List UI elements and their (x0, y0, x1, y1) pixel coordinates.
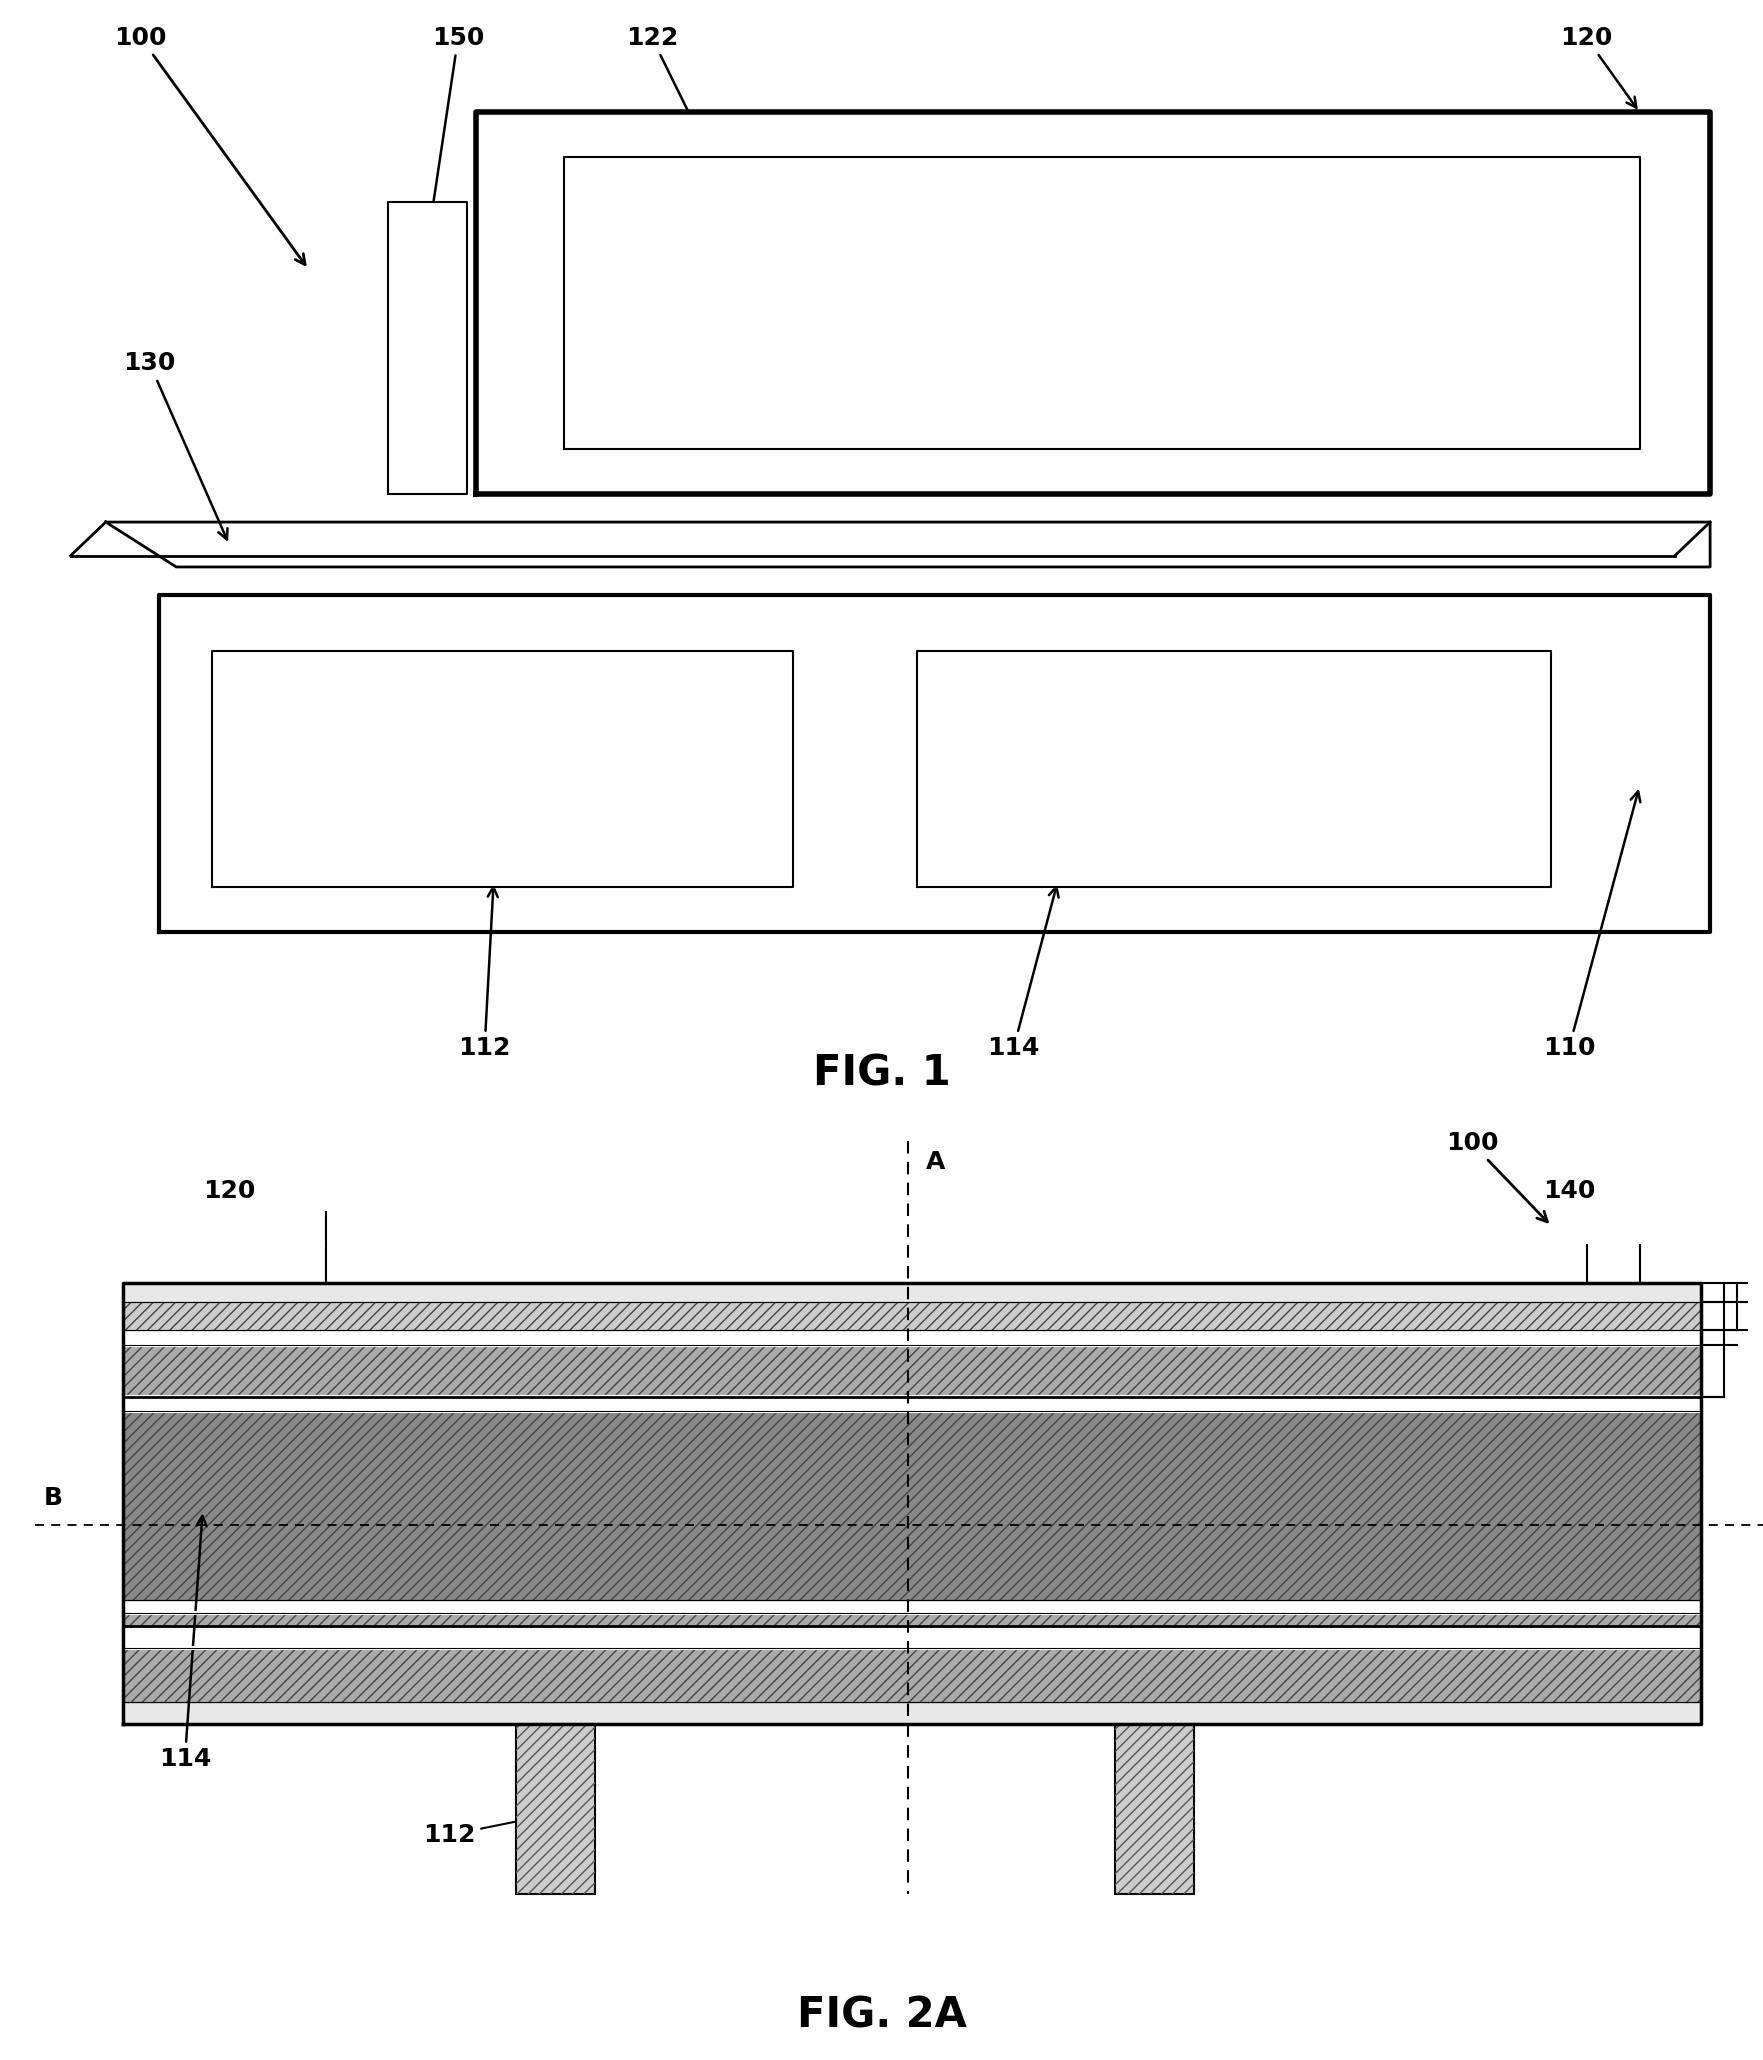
Text: FIG. 2A: FIG. 2A (797, 1994, 966, 2035)
Polygon shape (123, 1397, 1701, 1411)
Bar (123, 1345, 1701, 1397)
Text: 112: 112 (423, 1815, 552, 1848)
Text: 120: 120 (1560, 27, 1636, 107)
Text: 122: 122 (626, 27, 703, 140)
Polygon shape (123, 1625, 1701, 1648)
Polygon shape (123, 1345, 1701, 1397)
Text: 114: 114 (159, 1516, 212, 1772)
Text: 100: 100 (115, 27, 305, 264)
Text: B: B (44, 1487, 63, 1510)
Text: 140: 140 (1543, 1178, 1596, 1203)
Polygon shape (917, 651, 1551, 888)
Polygon shape (123, 1331, 1701, 1345)
Text: 110: 110 (1543, 791, 1640, 1061)
Text: 100: 100 (1446, 1131, 1548, 1222)
Text: FIG. 1: FIG. 1 (813, 1053, 950, 1094)
Text: A: A (926, 1149, 945, 1174)
Polygon shape (123, 1613, 1701, 1625)
Polygon shape (388, 202, 467, 494)
Text: 150: 150 (427, 27, 485, 231)
Polygon shape (106, 521, 1710, 566)
Polygon shape (123, 1601, 1701, 1613)
Bar (123, 1613, 1701, 1625)
Bar (517, 1724, 596, 1895)
Polygon shape (212, 651, 793, 888)
Bar (123, 1648, 1701, 1702)
Bar (123, 1411, 1701, 1601)
Polygon shape (159, 595, 1710, 931)
Polygon shape (123, 1411, 1701, 1601)
Polygon shape (476, 111, 1710, 494)
Bar (123, 1302, 1701, 1331)
Bar (1116, 1724, 1195, 1895)
Polygon shape (123, 1283, 1701, 1302)
Bar (1116, 1724, 1195, 1895)
Text: 114: 114 (987, 886, 1058, 1061)
Polygon shape (123, 1702, 1701, 1724)
Polygon shape (123, 1648, 1701, 1702)
Polygon shape (123, 1302, 1701, 1331)
Text: 112: 112 (458, 888, 511, 1061)
Polygon shape (564, 157, 1640, 449)
Text: 130: 130 (123, 352, 227, 540)
Text: 120: 120 (203, 1178, 256, 1203)
Bar (517, 1724, 596, 1895)
